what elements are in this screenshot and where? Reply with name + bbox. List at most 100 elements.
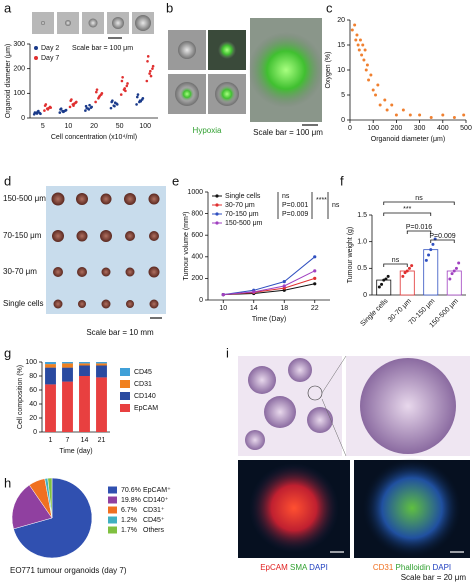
data-point — [377, 285, 381, 289]
x-tick-label: 300 — [414, 125, 426, 132]
bracket — [383, 263, 408, 267]
scale-text: Scale bar = 20 μm — [401, 573, 467, 582]
tumour — [100, 193, 112, 205]
legend-label: CD45⁺ — [143, 517, 165, 524]
panel-letter: i — [226, 345, 229, 360]
data-point — [407, 266, 411, 270]
data-point — [90, 105, 93, 109]
data-point — [95, 90, 98, 94]
data-point — [418, 113, 422, 117]
tumour — [100, 230, 112, 242]
bar-segment — [96, 365, 107, 378]
data-point — [363, 48, 367, 52]
x-axis-title: Time (day) — [59, 448, 92, 455]
bar-segment — [45, 367, 56, 385]
data-point — [380, 282, 384, 286]
y-axis-title: Cell composition (%) — [17, 365, 24, 429]
y-tick-label: 0 — [199, 297, 203, 304]
x-tick-label: 20 — [90, 123, 98, 130]
bar-segment — [96, 363, 107, 366]
caption: EO771 tumour organoids (day 7) — [10, 566, 127, 575]
scale-text: Scale bar = 10 mm — [86, 328, 154, 337]
bar — [446, 270, 462, 296]
legend-marker — [215, 194, 219, 198]
legend-swatch — [108, 506, 117, 514]
data-point — [369, 73, 373, 77]
significance: ns — [392, 257, 400, 264]
value-label: 6.7% — [121, 507, 137, 514]
x-tick-label: 10 — [219, 305, 227, 312]
data-point — [136, 93, 140, 96]
organoid — [135, 15, 151, 31]
data-point — [94, 100, 97, 104]
tumour — [78, 300, 86, 308]
pie-slice — [11, 484, 53, 530]
data-point — [365, 63, 369, 67]
y-tick-label: 100 — [13, 90, 25, 97]
tumour — [125, 267, 135, 277]
data-point — [111, 99, 114, 103]
organoid-images — [32, 12, 154, 39]
data-point — [44, 103, 48, 106]
bar-segment — [79, 362, 90, 364]
organoid — [88, 18, 98, 28]
x-tick-label: 100 — [139, 123, 151, 130]
y-tick-label: 20 — [337, 17, 345, 24]
panel-letter: e — [172, 173, 179, 188]
row-label: 150-500 μm — [3, 194, 46, 203]
y-tick-label: 1.0 — [357, 239, 367, 246]
data-point — [59, 107, 63, 110]
legend-swatch — [108, 516, 117, 524]
data-point — [119, 93, 123, 96]
data-point — [58, 111, 62, 114]
data-point — [146, 55, 150, 58]
tumour — [148, 193, 160, 205]
data-point — [75, 100, 78, 104]
data-point — [350, 28, 354, 32]
y-tick-label: 0 — [21, 115, 25, 122]
data-point — [282, 280, 286, 284]
stain: DAPI — [432, 563, 451, 572]
x-tick-label: 7 — [66, 437, 70, 444]
data-point — [353, 23, 357, 27]
significance: P=0.016 — [406, 224, 432, 231]
row-label: Single cells — [3, 299, 43, 308]
data-point — [34, 111, 37, 115]
x-tick-label: 500 — [460, 125, 472, 132]
y-tick-label: 600 — [191, 232, 203, 239]
zoom-line — [321, 398, 347, 457]
data-point — [384, 277, 388, 281]
x-tick-label: 1 — [49, 437, 53, 444]
x-tick-label: 18 — [280, 305, 288, 312]
tumour — [101, 299, 111, 309]
legend-label: 70-150 μm — [225, 211, 259, 218]
x-tick-label: 200 — [391, 125, 403, 132]
stain: CD31 — [373, 563, 394, 572]
bar-segment — [62, 362, 73, 364]
legend-label: Day 2 — [41, 45, 59, 52]
y-tick-label: 400 — [191, 254, 203, 261]
data-point — [355, 33, 359, 37]
bar-segment — [45, 364, 56, 368]
panel-letter: c — [326, 0, 333, 15]
bracket — [383, 212, 432, 216]
data-point — [357, 48, 361, 52]
organoid — [65, 20, 71, 26]
data-point — [148, 72, 151, 75]
value-label: 70.6% — [121, 487, 141, 494]
significance: P=0.009 — [429, 233, 455, 240]
data-point — [360, 53, 364, 57]
significance: ns — [415, 195, 423, 202]
data-point — [367, 78, 371, 82]
x-tick-label: Single cells — [359, 297, 389, 327]
data-point — [151, 67, 154, 70]
bar-segment — [96, 377, 107, 432]
data-point — [385, 108, 389, 112]
y-tick-label: 200 — [13, 66, 25, 73]
y-tick-label: 60 — [29, 387, 37, 394]
tumour — [148, 266, 160, 278]
significance: **** — [316, 197, 327, 204]
data-point — [356, 43, 360, 47]
